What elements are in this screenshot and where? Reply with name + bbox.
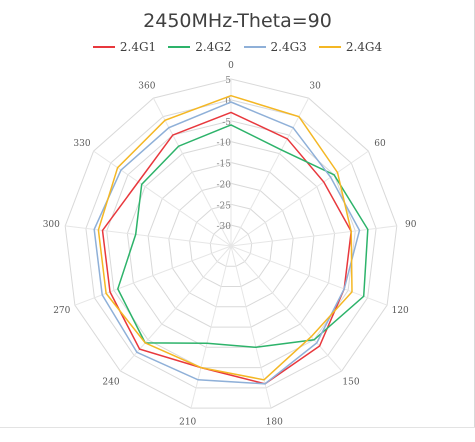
series-line	[93, 101, 361, 385]
legend-label: 2.4G1	[119, 40, 157, 54]
grid-spoke	[119, 245, 232, 372]
angle-label: 150	[342, 378, 359, 388]
radial-tick-label: -15	[217, 160, 232, 170]
legend-swatch	[318, 46, 341, 48]
series-line	[97, 94, 353, 381]
angle-label: 60	[374, 139, 386, 149]
grid-spoke	[230, 150, 369, 247]
grid-spoke	[93, 150, 232, 247]
grid-ring	[168, 182, 294, 308]
angle-label: 360	[138, 82, 155, 92]
angle-label: 270	[53, 306, 70, 316]
grid-ring	[147, 161, 315, 328]
angle-label: 180	[266, 418, 283, 428]
grid-spoke	[74, 245, 232, 306]
grid-spoke	[190, 245, 232, 409]
angle-label: 210	[179, 418, 196, 428]
angle-label: 240	[102, 378, 119, 388]
legend-swatch	[243, 46, 266, 48]
legend-swatch	[92, 46, 115, 48]
grid-ring	[126, 141, 336, 348]
legend-item: 2.4G3	[243, 40, 307, 54]
radial-tick-label: -30	[217, 222, 232, 232]
legend-swatch	[168, 46, 191, 48]
chart-title: 2450MHz-Theta=90	[143, 10, 332, 32]
grid-spoke	[152, 97, 232, 247]
grid-ring	[106, 120, 356, 369]
grid-spoke	[65, 225, 232, 247]
legend-item: 2.4G4	[318, 40, 383, 54]
legend-item: 2.4G1	[92, 40, 157, 54]
grid-spoke	[230, 245, 388, 306]
grid-spoke	[230, 97, 310, 247]
legend-item: 2.4G2	[168, 40, 232, 54]
grid-ring	[189, 203, 273, 287]
radial-tick-label: 5	[225, 76, 231, 86]
radial-tick-label: -20	[217, 180, 232, 190]
legend-label: 2.4G4	[345, 40, 383, 54]
angle-label: 90	[405, 220, 417, 230]
legend-label: 2.4G2	[195, 40, 232, 54]
bottom-strip	[0, 427, 475, 442]
grid-ring	[85, 99, 377, 389]
angle-label: 0	[228, 61, 234, 71]
angle-label: 30	[309, 82, 321, 92]
angle-label: 300	[43, 220, 60, 230]
grid-spoke	[230, 245, 343, 372]
angle-label: 330	[73, 139, 90, 149]
radial-tick-label: -10	[217, 139, 232, 149]
radial-tick-label: -5	[222, 118, 231, 128]
radial-tick-label: 0	[225, 97, 231, 107]
legend: 2.4G1 2.4G2 2.4G3 2.4G4	[0, 40, 475, 54]
grid-spoke	[230, 245, 272, 409]
grid-ring	[64, 78, 398, 409]
radial-tick-label: -25	[217, 201, 232, 211]
legend-label: 2.4G3	[270, 40, 307, 54]
grid-ring	[209, 224, 253, 267]
grid-spoke	[230, 225, 397, 247]
series-line	[101, 111, 352, 385]
angle-label: 120	[392, 306, 409, 316]
